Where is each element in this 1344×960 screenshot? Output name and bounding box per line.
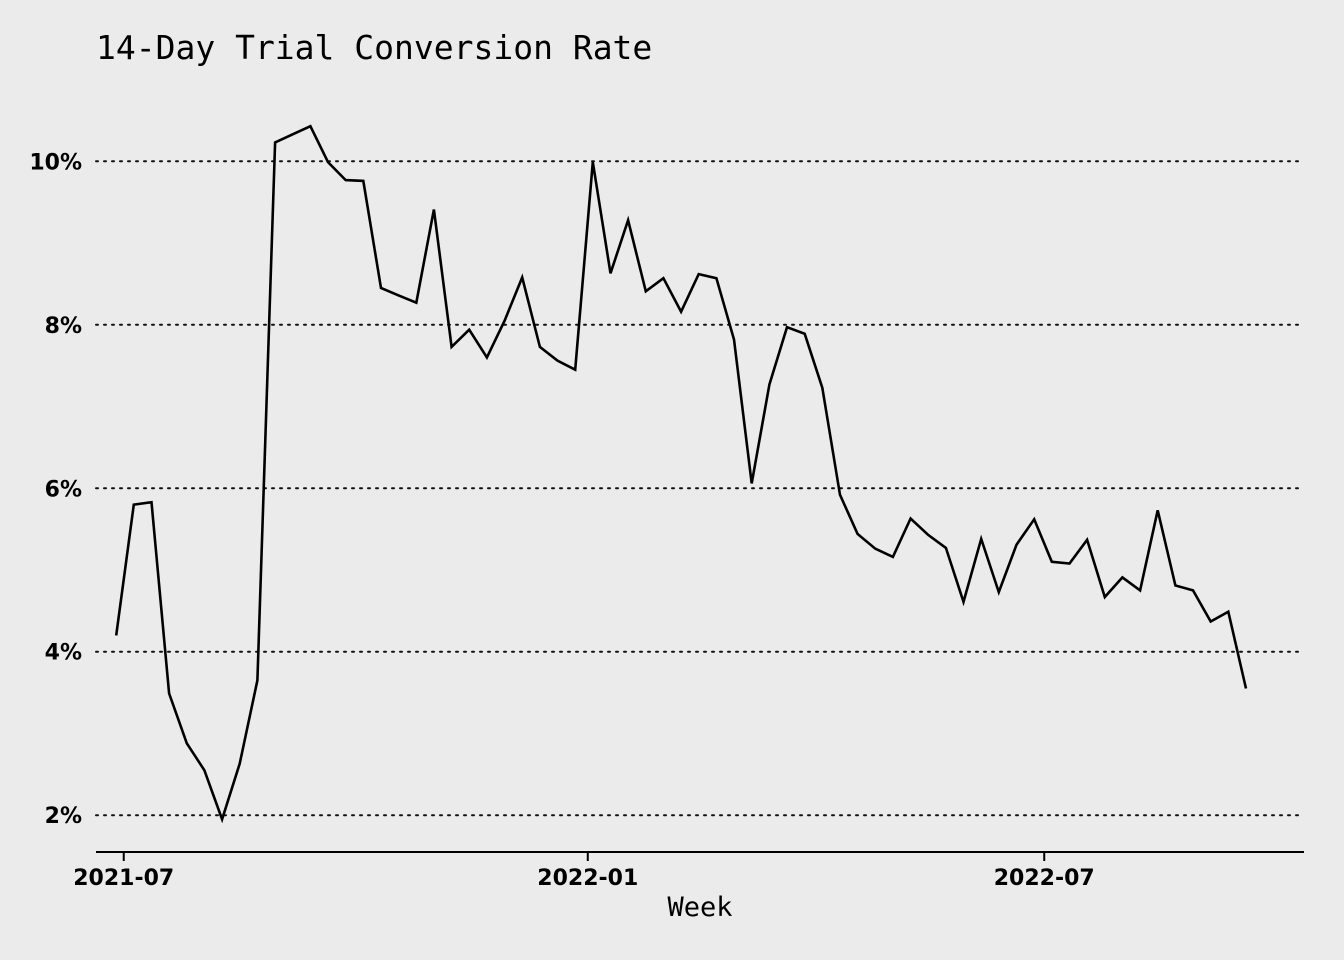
y-tick-label: 4% bbox=[45, 641, 82, 666]
x-axis-title: Week bbox=[667, 892, 732, 923]
x-tick-label: 2022-01 bbox=[537, 866, 638, 891]
grid-lines bbox=[95, 160, 1305, 817]
x-tick-label: 2021-07 bbox=[73, 866, 174, 891]
series-line bbox=[114, 124, 1248, 824]
series-layer bbox=[114, 124, 1248, 824]
chart-title: 14-Day Trial Conversion Rate bbox=[96, 28, 653, 67]
y-tick-label: 8% bbox=[45, 314, 82, 339]
x-tick-label: 2022-07 bbox=[994, 866, 1095, 891]
y-tick-label: 2% bbox=[45, 804, 82, 829]
y-tick-label: 6% bbox=[45, 477, 82, 502]
axes bbox=[96, 851, 1304, 861]
y-tick-label: 10% bbox=[29, 150, 82, 175]
tick-labels: 2% 4% 6% 8% 10% 2021-07 2022-01 2022-07 bbox=[29, 150, 1094, 891]
